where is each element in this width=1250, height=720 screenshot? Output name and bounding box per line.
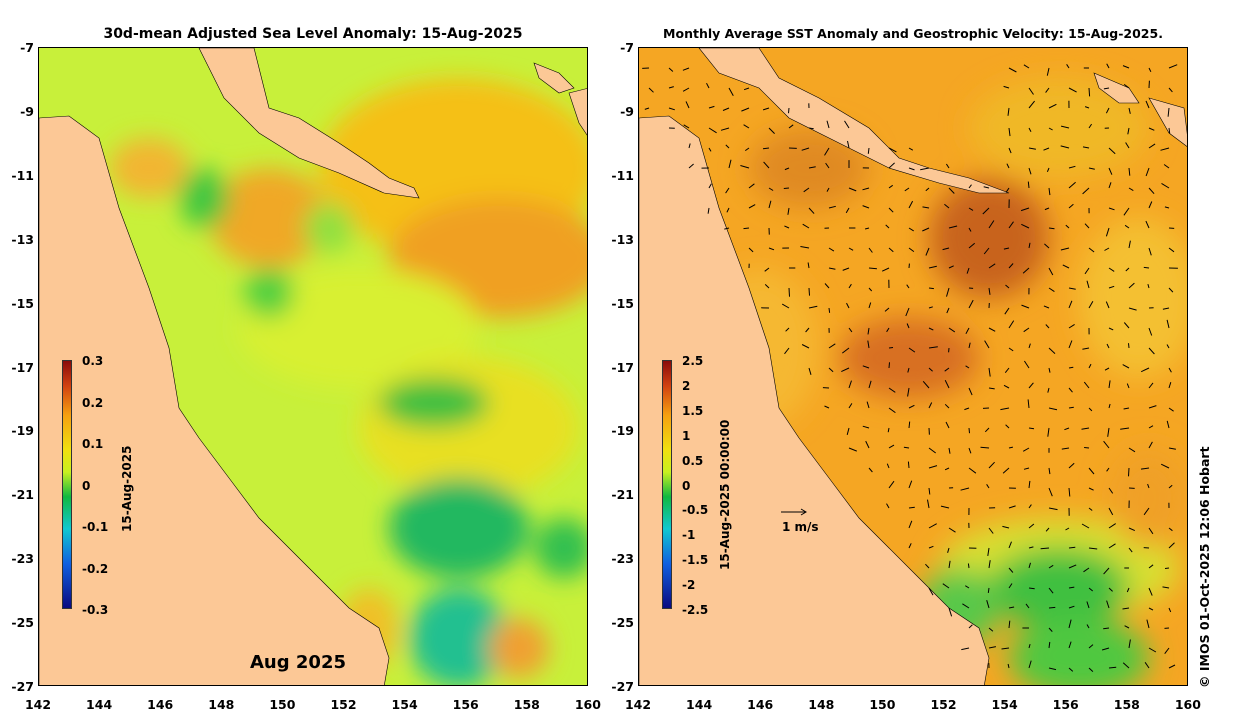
left-lat-tick-label: -13 (11, 231, 34, 247)
right-colorbar-tick: 2.5 (682, 354, 704, 368)
left-lon-tick-label: 148 (208, 697, 235, 712)
left-lat-tick-label: -11 (11, 167, 34, 183)
right-lon-tick-label: 146 (747, 697, 774, 712)
sea-level-colorbar (62, 360, 72, 609)
right-lon-tick-label: 150 (869, 697, 896, 712)
right-colorbar-tick: 2 (682, 378, 691, 393)
left-lon-tick-label: 152 (330, 697, 357, 712)
right-lon-tick-label: 152 (930, 697, 957, 712)
right-lon-tick-label: 154 (991, 697, 1018, 712)
right-lon-tick-label: 158 (1113, 697, 1140, 712)
left-lon-tick-label: 158 (513, 697, 540, 712)
left-colorbar-tick: 0 (82, 478, 91, 493)
sst-anomaly-velocity-map (638, 47, 1188, 686)
left-lat-tick-label: -19 (11, 423, 34, 439)
right-lat-tick-label: -13 (611, 231, 634, 247)
month-label: Aug 2025 (250, 652, 346, 673)
left-lon-tick-label: 150 (269, 697, 296, 712)
left-lon-tick-label: 154 (391, 697, 418, 712)
left-map-title: 30d-mean Adjusted Sea Level Anomaly: 15-… (103, 26, 523, 42)
left-lon-tick-label: 144 (86, 697, 113, 712)
sst-colorbar (662, 360, 672, 609)
left-lat-tick-label: -15 (11, 295, 34, 311)
right-lat-tick-label: -27 (611, 679, 634, 694)
right-colorbar-tick: -1 (682, 528, 696, 543)
right-lon-tick-label: 142 (624, 697, 652, 712)
right-colorbar-tick: 1 (682, 428, 691, 443)
velocity-scale-label: 1 m/s (782, 520, 819, 534)
right-map-title: Monthly Average SST Anomaly and Geostrop… (663, 26, 1163, 41)
left-colorbar-tick: 0.1 (82, 437, 104, 451)
right-lon-tick-label: 144 (686, 697, 713, 712)
right-lat-tick-label: -11 (611, 167, 634, 183)
right-lat-tick-label: -25 (611, 615, 634, 631)
right-colorbar-tick: -0.5 (682, 503, 709, 518)
right-colorbar-tick: 1.5 (682, 403, 704, 418)
left-colorbar-label: 15-Aug-2025 (120, 445, 134, 532)
left-colorbar-tick: 0.2 (82, 395, 104, 410)
right-lat-tick-label: -19 (611, 423, 634, 439)
sea-level-anomaly-map (38, 47, 588, 686)
right-lat-tick-label: -9 (620, 103, 634, 119)
left-lat-tick-label: -25 (11, 615, 34, 631)
right-colorbar-tick: -2.5 (682, 603, 709, 617)
right-colorbar-label: 15-Aug-2025 00:00:00 (718, 419, 732, 570)
right-colorbar-tick: -2 (682, 578, 696, 593)
left-lat-tick-label: -17 (11, 359, 34, 375)
left-colorbar-tick: -0.3 (82, 603, 109, 617)
right-lon-tick-label: 160 (1174, 697, 1201, 712)
right-lat-tick-label: -7 (620, 40, 634, 55)
left-lon-tick-label: 156 (452, 697, 479, 712)
left-colorbar-tick: 0.3 (82, 354, 104, 368)
right-lon-tick-label: 156 (1052, 697, 1079, 712)
left-lat-tick-label: -7 (20, 40, 34, 55)
left-lon-tick-label: 146 (147, 697, 174, 712)
right-lat-tick-label: -15 (611, 295, 634, 311)
credit-text: © IMOS 01-Oct-2025 12:06 Hobart (1197, 446, 1212, 688)
left-lat-tick-label: -9 (20, 103, 34, 119)
right-lat-tick-label: -23 (611, 551, 634, 567)
right-colorbar-tick: 0.5 (682, 453, 704, 468)
right-lon-tick-label: 148 (808, 697, 835, 712)
right-lat-tick-label: -21 (611, 487, 634, 503)
left-lat-tick-label: -21 (11, 487, 34, 503)
left-lat-tick-label: -27 (11, 679, 34, 694)
right-lat-tick-label: -17 (611, 359, 634, 375)
left-lat-tick-label: -23 (11, 551, 34, 567)
left-lon-tick-label: 142 (24, 697, 52, 712)
left-lon-tick-label: 160 (574, 697, 601, 712)
right-colorbar-tick: -1.5 (682, 553, 709, 568)
left-colorbar-tick: -0.2 (82, 561, 109, 576)
right-colorbar-tick: 0 (682, 478, 691, 493)
left-colorbar-tick: -0.1 (82, 520, 109, 534)
velocity-scale-arrow-icon (781, 508, 807, 516)
